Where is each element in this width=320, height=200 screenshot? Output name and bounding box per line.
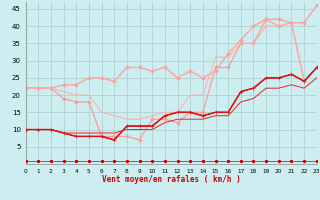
X-axis label: Vent moyen/en rafales ( km/h ): Vent moyen/en rafales ( km/h )	[102, 175, 241, 184]
